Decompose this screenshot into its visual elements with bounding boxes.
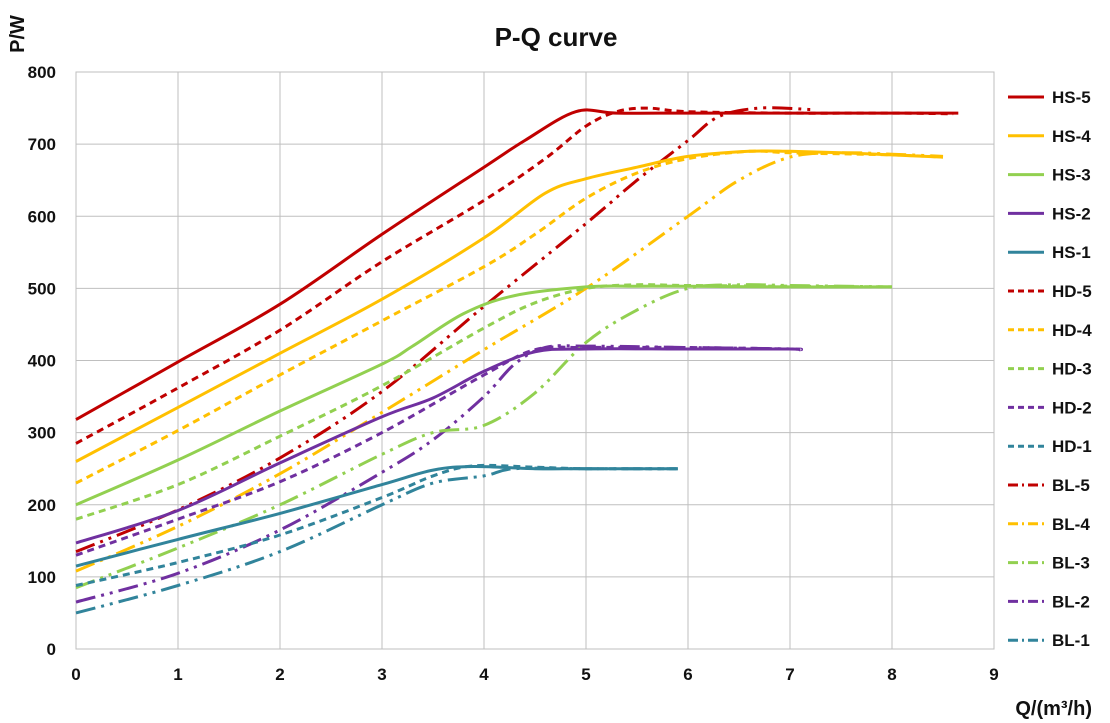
chart-title: P-Q curve: [495, 22, 618, 52]
x-tick-label: 9: [989, 665, 998, 684]
x-tick-label: 4: [479, 665, 489, 684]
y-tick-label: 300: [28, 424, 56, 443]
series-line-hs-3: [75, 284, 893, 507]
series-line-hs-2: [75, 347, 803, 545]
legend-label-hs-3: HS-3: [1052, 166, 1091, 185]
series-line-bl-5: [75, 106, 811, 553]
legend-label-hs-5: HS-5: [1052, 88, 1091, 107]
series-line-hd-1: [75, 463, 678, 587]
x-axis-label: Q/(m³/h): [1015, 698, 1092, 720]
y-tick-label: 800: [28, 63, 56, 82]
legend-label-hs-1: HS-1: [1052, 243, 1091, 262]
legend-label-bl-1: BL-1: [1052, 631, 1090, 650]
legend-label-bl-5: BL-5: [1052, 476, 1090, 495]
series-line-hs-4: [75, 149, 944, 463]
legend-label-bl-4: BL-4: [1052, 515, 1090, 534]
y-axis-label: P/W: [7, 15, 29, 53]
legend-label-hs-4: HS-4: [1052, 127, 1091, 146]
legend-label-hs-2: HS-2: [1052, 204, 1091, 223]
legend-label-hd-3: HD-3: [1052, 360, 1092, 379]
series-line-hd-4: [75, 149, 944, 485]
y-tick-label: 200: [28, 496, 56, 515]
series-line-hs-1: [75, 464, 678, 568]
legend-label-bl-3: BL-3: [1052, 554, 1090, 573]
y-tick-label: 500: [28, 279, 56, 298]
plot-area: [75, 71, 995, 650]
x-tick-label: 7: [785, 665, 794, 684]
y-tick-label: 600: [28, 207, 56, 226]
x-tick-label: 0: [71, 665, 80, 684]
x-tick-label: 1: [173, 665, 182, 684]
legend-label-hd-5: HD-5: [1052, 282, 1092, 301]
x-tick-label: 6: [683, 665, 692, 684]
series-lines: [75, 106, 959, 615]
y-tick-label: 0: [47, 640, 56, 659]
series-line-bl-1: [75, 466, 678, 615]
x-tick-label: 5: [581, 665, 590, 684]
legend-label-hd-1: HD-1: [1052, 437, 1092, 456]
series-line-hs-5: [75, 108, 959, 421]
x-tick-label: 2: [275, 665, 284, 684]
y-tick-label: 700: [28, 135, 56, 154]
legend-label-hd-4: HD-4: [1052, 321, 1092, 340]
y-tick-label: 400: [28, 352, 56, 371]
x-tick-label: 8: [887, 665, 896, 684]
tick-labels: 0 1 2 3 4 5 6 7 8 9 0 100 200 300 400 500 600 700 800: [28, 63, 999, 684]
legend-label-hd-2: HD-2: [1052, 398, 1092, 417]
x-tick-label: 3: [377, 665, 386, 684]
legend-label-bl-2: BL-2: [1052, 592, 1090, 611]
legend: HS-5 HS-4 HS-3 HS-2 HS-1 HD-5 HD-4 HD-3 HD-2 HD-1…: [1008, 88, 1092, 650]
y-tick-label: 100: [28, 568, 56, 587]
series-line-bl-4: [75, 151, 944, 573]
grid-lines: [75, 71, 995, 650]
